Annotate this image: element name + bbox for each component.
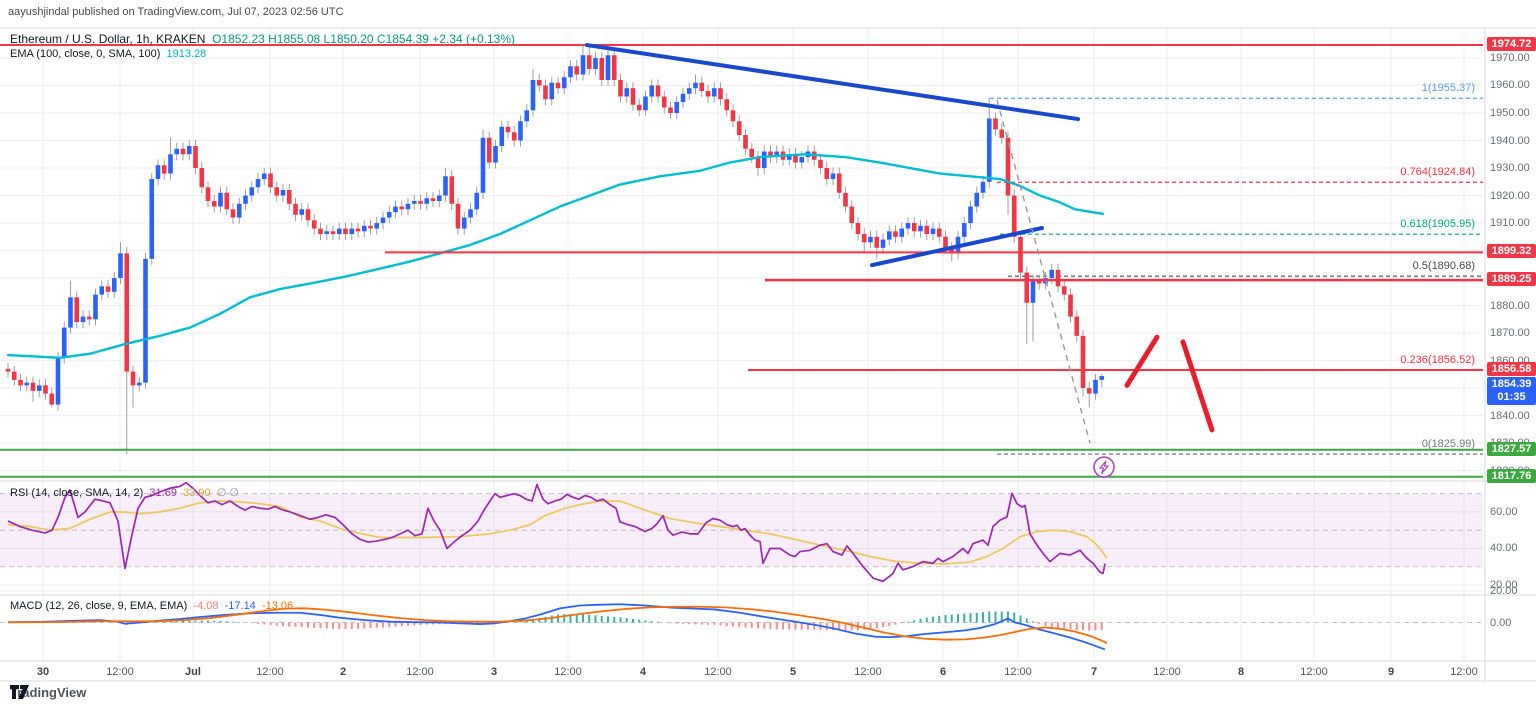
- time-axis-label: 2: [339, 666, 347, 678]
- ohlc-values: O1852.23 H1855.08 L1850.20 C1854.39 +2.3…: [212, 32, 515, 46]
- price-axis-label: 1940.00: [1490, 134, 1530, 147]
- hand-drawn-arrows[interactable]: [1093, 334, 1215, 478]
- macd-hist-value: -4.08: [193, 600, 219, 612]
- price-line-badge: 1827.57: [1487, 441, 1536, 456]
- time-axis-label: 12:00: [704, 666, 732, 678]
- price-axis-label: 1920.00: [1490, 189, 1530, 202]
- rsi-axis-label: 40.00: [1490, 542, 1518, 555]
- time-axis-label: 12:00: [406, 666, 434, 678]
- time-axis-label: 12:00: [1153, 666, 1181, 678]
- ema-legend-row[interactable]: EMA (100, close, 0, SMA, 100) 1913.28: [10, 48, 206, 61]
- time-axis-label: 12:00: [1450, 666, 1478, 678]
- time-axis-label: 5: [789, 666, 797, 678]
- price-axis-label: 1840.00: [1490, 409, 1530, 422]
- macd-axis-label: 0.00: [1490, 616, 1512, 629]
- time-axis-label: 3: [490, 666, 498, 678]
- ema-label: EMA (100, close, 0, SMA, 100): [10, 48, 161, 60]
- trend-lines[interactable]: [585, 43, 1091, 444]
- price-axis-label: 1960.00: [1490, 79, 1530, 92]
- price-axis-label: 1930.00: [1490, 162, 1530, 175]
- ema-line[interactable]: [6, 153, 1105, 360]
- price-line-badge: 1889.25: [1487, 272, 1536, 287]
- price-axis-label: 1910.00: [1490, 217, 1530, 230]
- watermark-text: aayushjindal published on TradingView.co…: [8, 6, 344, 18]
- grid-lines: [0, 28, 1483, 661]
- time-axis-label: 4: [639, 666, 647, 678]
- time-axis-label: 12:00: [106, 666, 134, 678]
- time-axis-label: 12:00: [554, 666, 582, 678]
- time-axis-label: 7: [1090, 666, 1098, 678]
- rsi-value: 31.69: [149, 487, 177, 499]
- time-axis-label: 9: [1387, 666, 1395, 678]
- time-axis-label: 30: [36, 666, 50, 678]
- price-line-badge: 1817.76: [1487, 468, 1536, 483]
- time-axis-label: 6: [939, 666, 947, 678]
- rsi-legend-row[interactable]: RSI (14, close, SMA, 14, 2) 31.69 33.90 …: [10, 487, 239, 500]
- price-axis-label: 1970.00: [1490, 51, 1530, 64]
- bar-countdown: 01:35: [1497, 391, 1526, 404]
- tradingview-logo-glyph: [10, 685, 29, 699]
- macd-axis-label: 20.00: [1490, 585, 1518, 597]
- price-axis-label: 1870.00: [1490, 327, 1530, 340]
- fib-level-label: 0.764(1924.84): [1400, 166, 1475, 179]
- macd-signal-value: -13.06: [261, 600, 294, 612]
- price-line-badge: 1974.72: [1487, 37, 1536, 51]
- time-axis-label: 12:00: [1300, 666, 1328, 678]
- macd-value: -17.14: [224, 600, 256, 612]
- rsi-axis-label: 60.00: [1490, 505, 1518, 518]
- price-line-badge: 1856.58: [1487, 362, 1536, 376]
- price-axis-label: 1950.00: [1490, 107, 1530, 119]
- fib-level-label: 0.618(1905.95): [1400, 218, 1475, 231]
- time-axis-label: 12:00: [1004, 666, 1032, 678]
- macd-plot: [7, 603, 1108, 651]
- fib-level-label: 0.5(1890.68): [1412, 260, 1475, 273]
- rsi-empty-values: ∅ ∅: [216, 487, 239, 499]
- fib-retracement-lines[interactable]: [990, 97, 1483, 455]
- time-axis-label: Jul: [185, 666, 201, 678]
- fib-level-label: 0(1825.99): [1421, 438, 1475, 451]
- price-axis-label: 1880.00: [1490, 299, 1530, 312]
- tradingview-logo[interactable]: TradingView: [10, 685, 86, 700]
- pane-separators: [0, 27, 1536, 682]
- time-axis-label: 12:00: [854, 666, 882, 678]
- price-line-badge: 1899.32: [1487, 244, 1536, 259]
- ema-value: 1913.28: [166, 48, 207, 60]
- fib-level-label: 1(1955.37): [1421, 82, 1475, 95]
- symbol-title: Ethereum / U.S. Dollar, 1h, KRAKEN: [10, 32, 206, 46]
- macd-legend-row[interactable]: MACD (12, 26, close, 9, EMA, EMA) -4.08 …: [10, 600, 293, 613]
- candlesticks: [5, 45, 1105, 455]
- symbol-title-row[interactable]: Ethereum / U.S. Dollar, 1h, KRAKEN O1852…: [10, 33, 515, 46]
- fib-level-label: 0.236(1856.52): [1400, 354, 1475, 367]
- rsi-plot: [7, 481, 1108, 583]
- time-axis-label: 8: [1237, 666, 1245, 678]
- time-axis-label: 12:00: [256, 666, 284, 678]
- rsi-ma-value: 33.90: [183, 487, 211, 499]
- tradingview-logo-text: TradingView: [10, 685, 87, 700]
- current-price-badge: 1854.39 01:35: [1487, 377, 1536, 406]
- rsi-label: RSI (14, close, SMA, 14, 2): [10, 487, 144, 499]
- rsi-axis-label: 20.00: [1490, 578, 1518, 591]
- horizontal-support-resistance-lines[interactable]: [0, 44, 1483, 478]
- current-price-value: 1854.39: [1491, 378, 1532, 391]
- macd-label: MACD (12, 26, close, 9, EMA, EMA): [10, 600, 188, 612]
